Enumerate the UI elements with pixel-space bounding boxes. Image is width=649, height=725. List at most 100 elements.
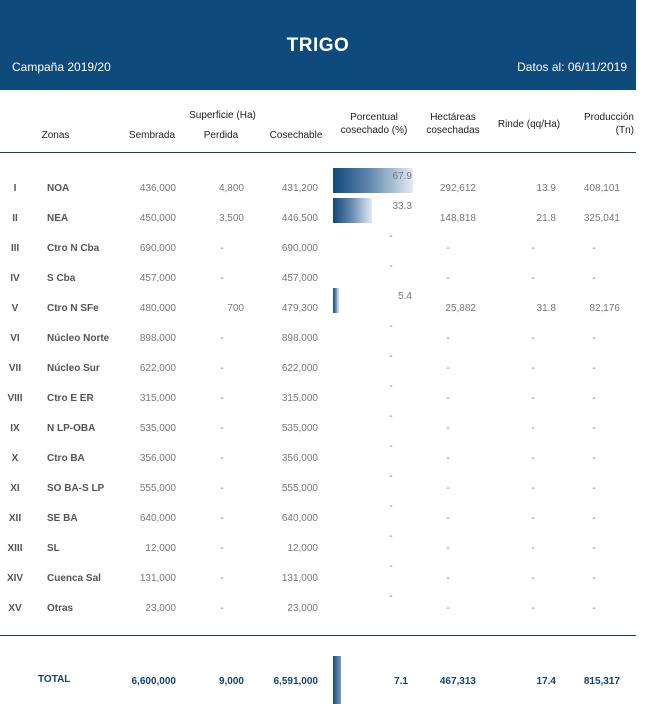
rinde-value: - bbox=[531, 393, 535, 404]
pct-value: - bbox=[389, 381, 393, 392]
hectareas-value: - bbox=[446, 543, 450, 554]
rinde-value: - bbox=[531, 423, 535, 434]
cosechable-value: 446,500 bbox=[281, 213, 318, 224]
perdida-value: - bbox=[220, 543, 224, 554]
hectareas-header-line2: cosechadas bbox=[426, 125, 480, 136]
total-produccion: 815,317 bbox=[583, 676, 620, 687]
zone-number: XIII bbox=[7, 543, 23, 554]
cosechable-value: 12,000 bbox=[287, 543, 318, 554]
produccion-value: - bbox=[592, 363, 596, 374]
hectareas-value: - bbox=[446, 363, 450, 374]
rinde-value: - bbox=[531, 363, 535, 374]
hectareas-header-line1: Hectáreas bbox=[430, 112, 476, 123]
data-date: Datos al: 06/11/2019 bbox=[517, 60, 627, 74]
sembrada-value: 457,000 bbox=[139, 273, 176, 284]
header-divider bbox=[0, 152, 636, 153]
page-title: TRIGO bbox=[286, 35, 350, 56]
perdida-value: - bbox=[220, 273, 224, 284]
pct-value: - bbox=[389, 261, 393, 272]
zone-name: SL bbox=[47, 543, 60, 554]
produccion-value: - bbox=[592, 603, 596, 614]
zone-name: Ctro BA bbox=[47, 453, 85, 464]
sembrada-header: Sembrada bbox=[128, 130, 176, 141]
perdida-value: - bbox=[220, 243, 224, 254]
produccion-value: - bbox=[592, 273, 596, 284]
pct-value: - bbox=[389, 411, 393, 422]
hectareas-value: - bbox=[446, 603, 450, 614]
rinde-value: - bbox=[531, 573, 535, 584]
produccion-value: - bbox=[592, 333, 596, 344]
zone-name: N LP-OBA bbox=[47, 423, 96, 434]
hectareas-header: Hectáreas cosechadas bbox=[422, 111, 484, 137]
produccion-header-line2: (Tn) bbox=[615, 125, 634, 136]
perdida-value: 3,500 bbox=[218, 213, 244, 224]
rinde-value: 13.9 bbox=[536, 183, 556, 194]
hectareas-value: - bbox=[446, 513, 450, 524]
total-label: TOTAL bbox=[38, 674, 71, 685]
cosechable-value: 555,000 bbox=[281, 483, 318, 494]
zone-name: Núcleo Norte bbox=[47, 333, 110, 344]
hectareas-value: - bbox=[446, 453, 450, 464]
hectareas-value: - bbox=[446, 333, 450, 344]
hectareas-value: - bbox=[446, 423, 450, 434]
perdida-value: - bbox=[220, 423, 224, 434]
pct-value: - bbox=[389, 441, 393, 452]
perdida-value: - bbox=[220, 393, 224, 404]
sembrada-value: 690,000 bbox=[139, 243, 176, 254]
perdida-value: - bbox=[220, 483, 224, 494]
rinde-value: 31.8 bbox=[536, 303, 556, 314]
produccion-header: Producción (Tn) bbox=[578, 111, 634, 137]
cosechable-value: 431,200 bbox=[281, 183, 318, 194]
pct-value: - bbox=[389, 501, 393, 512]
pct-value: - bbox=[389, 351, 393, 362]
perdida-value: - bbox=[220, 453, 224, 464]
produccion-value: - bbox=[592, 543, 596, 554]
rinde-value: - bbox=[531, 243, 535, 254]
total-pct: 7.1 bbox=[394, 676, 408, 687]
zone-number: III bbox=[10, 243, 20, 254]
rinde-value: - bbox=[531, 543, 535, 554]
zone-number: XIV bbox=[6, 573, 24, 584]
zone-name: Ctro N Cba bbox=[47, 243, 100, 254]
porcentual-header-line2: cosechado (%) bbox=[340, 125, 408, 136]
perdida-value: - bbox=[220, 513, 224, 524]
cosechable-value: 457,000 bbox=[281, 273, 318, 284]
pct-bar bbox=[333, 198, 372, 223]
produccion-value: - bbox=[592, 423, 596, 434]
zone-number: I bbox=[13, 183, 17, 194]
rinde-value: - bbox=[531, 273, 535, 284]
produccion-value: - bbox=[592, 483, 596, 494]
zone-name: NOA bbox=[47, 183, 70, 194]
perdida-value: 700 bbox=[227, 303, 244, 314]
campaign-label: Campaña 2019/20 bbox=[12, 60, 111, 74]
zone-number: IV bbox=[10, 273, 20, 284]
sembrada-value: 555,000 bbox=[139, 483, 176, 494]
total-rinde: 17.4 bbox=[536, 676, 556, 687]
perdida-value: - bbox=[220, 573, 224, 584]
hectareas-value: - bbox=[446, 573, 450, 584]
pct-value: - bbox=[389, 531, 393, 542]
zone-number: VII bbox=[8, 363, 22, 374]
sembrada-value: 12,000 bbox=[145, 543, 176, 554]
zone-number: IX bbox=[10, 423, 20, 434]
rinde-header: Rinde (qq/Ha) bbox=[497, 119, 561, 130]
cosechable-value: 131,000 bbox=[281, 573, 318, 584]
cosechable-value: 315,000 bbox=[281, 393, 318, 404]
sembrada-value: 480,000 bbox=[139, 303, 176, 314]
total-cosechable: 6,591,000 bbox=[273, 676, 319, 687]
pct-value: 67.9 bbox=[392, 171, 412, 182]
porcentual-header-line1: Porcentual bbox=[350, 112, 398, 123]
produccion-value: 408,101 bbox=[583, 183, 620, 194]
perdida-value: - bbox=[220, 333, 224, 344]
zone-number: V bbox=[11, 303, 19, 314]
sembrada-value: 898,000 bbox=[139, 333, 176, 344]
pct-bar bbox=[333, 168, 413, 193]
produccion-value: - bbox=[592, 513, 596, 524]
porcentual-header: Porcentual cosechado (%) bbox=[334, 111, 414, 137]
produccion-value: 325,041 bbox=[583, 213, 620, 224]
zone-name: S Cba bbox=[47, 273, 76, 284]
pct-value: - bbox=[389, 591, 393, 602]
cosechable-value: 535,000 bbox=[281, 423, 318, 434]
sembrada-value: 131,000 bbox=[139, 573, 176, 584]
zonas-header: Zonas bbox=[41, 130, 70, 141]
